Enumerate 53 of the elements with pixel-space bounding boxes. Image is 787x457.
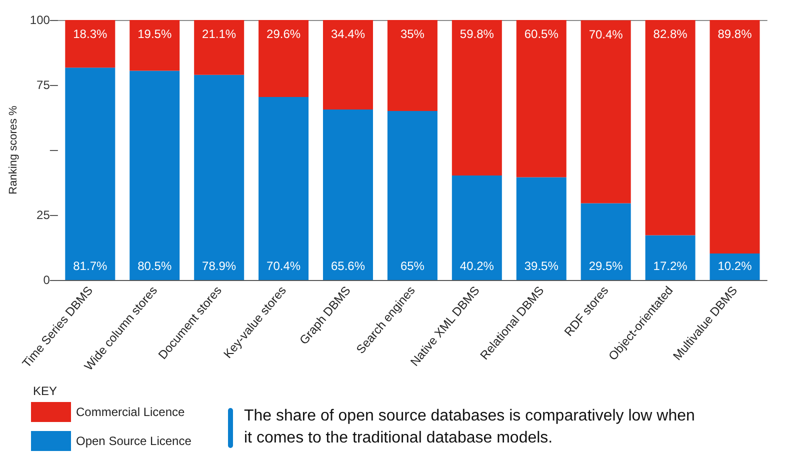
bar <box>516 20 566 178</box>
data-label: 19.5% <box>138 27 172 41</box>
legend-title: KEY <box>33 384 58 398</box>
data-label: 21.1% <box>202 27 236 41</box>
data-label: 70.4% <box>266 259 301 273</box>
y-tick-label: 75 <box>36 78 50 92</box>
data-label: 60.5% <box>524 27 559 41</box>
y-tick-label: 0 <box>43 273 50 287</box>
bar <box>130 70 180 280</box>
bar <box>65 20 116 68</box>
data-label: 78.9% <box>202 259 236 273</box>
text: The share of open source databases is comparatively low when it comes to the traditional database models. <box>244 408 695 446</box>
bar <box>710 20 760 254</box>
data-label: 34.4% <box>330 27 366 41</box>
bar <box>580 203 631 280</box>
bar <box>452 20 502 176</box>
data-label: 29.5% <box>588 259 624 273</box>
bar <box>387 111 438 280</box>
data-label: 17.2% <box>653 259 688 273</box>
bar <box>580 20 631 204</box>
bar <box>194 74 244 280</box>
legend-label: Commercial Licence <box>76 405 186 419</box>
data-label: 40.2% <box>460 259 494 273</box>
bar <box>323 20 373 110</box>
data-label: 39.5% <box>524 259 559 273</box>
bar <box>710 253 760 280</box>
bar <box>65 68 116 280</box>
bar <box>452 175 502 280</box>
bar <box>323 109 373 280</box>
bar <box>387 20 438 111</box>
data-label: 65% <box>400 259 425 273</box>
data-label: 18.3% <box>73 27 108 41</box>
bar <box>516 177 566 280</box>
data-label: 81.7% <box>73 259 108 273</box>
bar <box>645 20 696 236</box>
bar <box>194 20 244 75</box>
y-axis-title: Ranking scores % <box>8 105 20 194</box>
data-label: 80.5% <box>138 259 172 273</box>
data-label: 70.4% <box>588 27 624 42</box>
y-tick-label: 25 <box>36 208 50 222</box>
bar <box>645 235 696 280</box>
data-label: 65.6% <box>330 259 366 273</box>
y-tick-label: 100 <box>30 13 50 27</box>
data-label: 35% <box>400 27 425 41</box>
legend-label: Open Source Licence <box>76 434 192 448</box>
bar <box>258 96 309 280</box>
data-label: 59.8% <box>460 27 494 41</box>
data-label: 29.6% <box>266 27 301 41</box>
bar <box>130 20 180 71</box>
bar <box>258 20 309 97</box>
data-label: 10.2% <box>718 259 752 273</box>
data-label: 82.8% <box>653 27 688 41</box>
data-label: 89.8% <box>718 27 752 41</box>
